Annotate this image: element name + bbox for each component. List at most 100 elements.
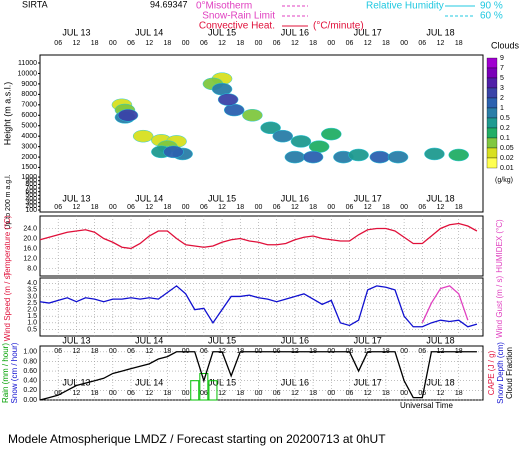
y-tick-label: 5000 [21, 123, 37, 130]
day-label: JUL 14 [135, 27, 163, 37]
day-label: JUL 17 [354, 27, 382, 37]
hour-label: 18 [164, 40, 172, 47]
colorbar-label: 0.5 [500, 115, 510, 122]
hour-label: 00 [400, 204, 408, 211]
cloud-cell [242, 109, 263, 122]
colorbar-label: 3 [500, 85, 504, 92]
hour-label: 06 [418, 204, 426, 211]
axis-title: CAPE (J / g) [487, 350, 496, 395]
colorbar-label: 1 [500, 105, 504, 112]
colorbar-label: 5 [500, 75, 504, 82]
hour-label: 06 [418, 40, 426, 47]
hour-label: 00 [400, 390, 408, 397]
day-label: JUL 13 [62, 193, 90, 203]
series-line [39, 285, 478, 328]
coordinate: 94.69347 [150, 0, 188, 9]
y-tick-label: 0.60 [23, 368, 37, 375]
y-tick-label: 4.0 [27, 280, 37, 287]
rain-bar [199, 372, 209, 401]
hour-label: 06 [54, 390, 62, 397]
y-tick-label: 16.0 [23, 245, 37, 252]
hour-label: 06 [200, 348, 208, 355]
y-tick-label: 900 [25, 178, 37, 185]
hour-label: 12 [73, 348, 81, 355]
hour-label: 00 [109, 40, 117, 47]
day-label: JUL 17 [354, 193, 382, 203]
rh-legend: Relative Humidity [366, 1, 444, 12]
hour-label: 12 [364, 204, 372, 211]
hour-label: 12 [145, 390, 153, 397]
hour-label: 00 [182, 40, 190, 47]
y-tick-label: 9000 [21, 81, 37, 88]
axis-title: Cloud Fraction [505, 347, 514, 399]
hour-label: 06 [200, 204, 208, 211]
hour-label: 06 [200, 40, 208, 47]
hour-label: 18 [91, 390, 99, 397]
hour-label: 00 [327, 40, 335, 47]
hour-label: 00 [182, 204, 190, 211]
hour-label: 12 [145, 348, 153, 355]
hour-label: 00 [327, 390, 335, 397]
day-label: JUL 16 [281, 193, 309, 203]
hour-label: 06 [127, 348, 135, 355]
y-tick-label: 1000 [21, 174, 37, 181]
colorbar-band [486, 97, 498, 109]
hour-label: 06 [346, 40, 354, 47]
axis-title: HUMIDEX (°C) [495, 219, 504, 273]
hour-label: 00 [255, 390, 263, 397]
axis-title: Temperature (°C) [3, 215, 12, 277]
hour-label: 00 [255, 40, 263, 47]
y-tick-label: 1.00 [23, 349, 37, 356]
y-axis-subtitle: Up to 200 m a.g.l. [5, 174, 12, 229]
series-line [39, 351, 477, 401]
colorbar-label: 0.1 [500, 135, 510, 142]
day-label: JUL 15 [208, 335, 236, 345]
hour-label: 06 [273, 204, 281, 211]
y-tick-label: 1.5 [27, 313, 37, 320]
hour-label: 12 [73, 390, 81, 397]
station: SIRTA [22, 0, 48, 9]
colorbar-band [486, 137, 498, 149]
cloud-cell [260, 121, 281, 135]
hour-label: 06 [200, 390, 208, 397]
panel-frame [39, 215, 484, 277]
y-tick-label: 0.00 [23, 397, 37, 404]
hour-label: 00 [182, 390, 190, 397]
day-label: JUL 14 [135, 193, 163, 203]
hour-label: 12 [73, 204, 81, 211]
hour-label: 06 [54, 40, 62, 47]
y-tick-label: 600 [25, 189, 37, 196]
colorbar-label: 2 [500, 95, 504, 102]
hour-label: 12 [218, 204, 226, 211]
cloud-cell [369, 150, 391, 164]
hour-label: 18 [91, 40, 99, 47]
y-tick-label: 6000 [21, 112, 37, 119]
hour-label: 18 [91, 204, 99, 211]
y-tick-label: 3.0 [27, 293, 37, 300]
footer: Modele Atmospherique LMDZ / Forecast sta… [8, 432, 386, 446]
rh-level: 90 % [480, 1, 503, 12]
y-tick-label: 3.5 [27, 287, 37, 294]
day-label: JUL 15 [208, 27, 236, 37]
colorbar-band [486, 147, 498, 159]
hour-label: 18 [309, 204, 317, 211]
cloud-cell [308, 140, 330, 153]
hour-label: 12 [291, 204, 299, 211]
hour-label: 18 [236, 40, 244, 47]
hour-label: 00 [109, 204, 117, 211]
y-tick-label: 10000 [18, 70, 38, 77]
colorbar-label: 0.2 [500, 125, 510, 132]
y-tick-label: 0.80 [23, 358, 37, 365]
hour-label: 06 [54, 204, 62, 211]
hour-label: 06 [346, 204, 354, 211]
day-label: JUL 16 [281, 335, 309, 345]
cloud-cell [132, 129, 154, 143]
y-tick-label: 1.0 [27, 320, 37, 327]
y-tick-label: 2000 [21, 154, 37, 161]
hour-label: 06 [273, 390, 281, 397]
y-tick-label: 3000 [21, 143, 37, 150]
y-tick-label: 300 [25, 200, 37, 207]
cloud-cell [217, 93, 239, 106]
colorbar-label: 0.05 [500, 145, 514, 152]
